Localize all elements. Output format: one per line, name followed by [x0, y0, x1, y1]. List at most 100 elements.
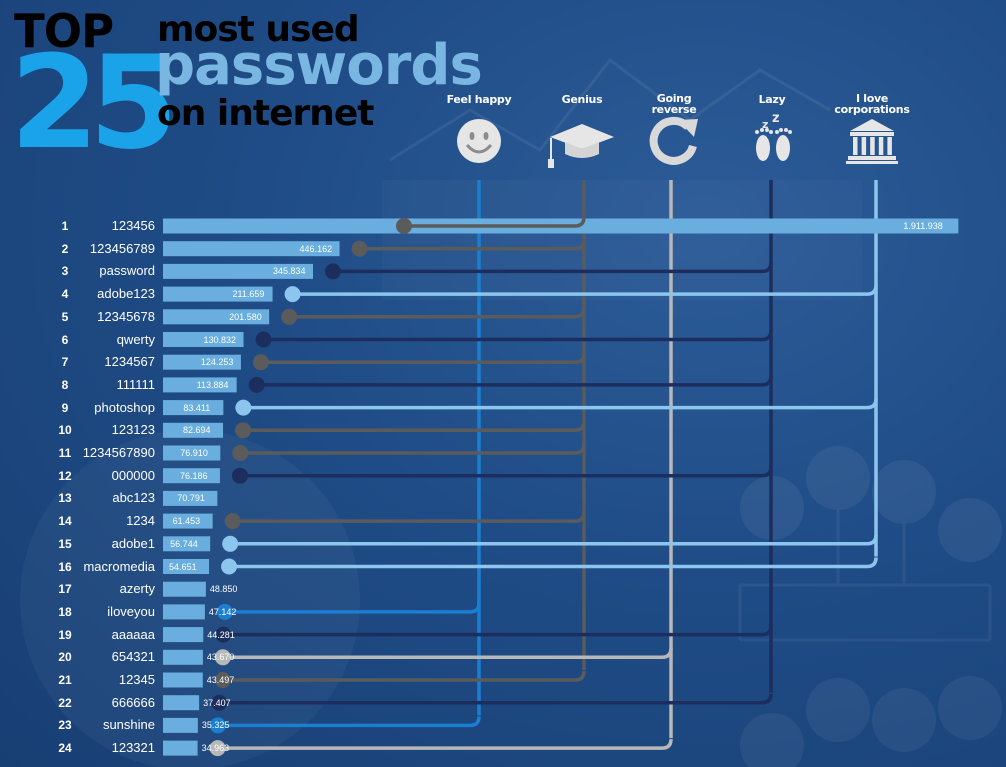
connector-line: [224, 602, 481, 614]
connector-line: [243, 421, 586, 433]
connector-line: [263, 330, 773, 342]
connector-dot: [351, 240, 368, 257]
connector-line: [223, 625, 773, 637]
rank-number: 18: [58, 604, 72, 619]
bars: [163, 218, 959, 756]
corporate-building-icon: [846, 119, 898, 164]
rank-number: 16: [58, 559, 72, 574]
title-number: 25: [10, 29, 178, 178]
rank-number: 23: [58, 718, 72, 733]
connector-dot: [284, 286, 301, 303]
password-label: 1234567: [104, 354, 155, 370]
category-label-genius: Genius: [522, 94, 642, 105]
rank-number: 10: [58, 423, 72, 438]
bar: [163, 581, 206, 597]
connector-line: [289, 307, 586, 319]
connectors: [209, 216, 878, 757]
rank-number: 4: [61, 287, 69, 302]
password-label: 666666: [111, 694, 155, 710]
connector-line: [404, 216, 586, 228]
zzz-mark: z: [762, 118, 768, 131]
rank-number: 22: [58, 695, 72, 710]
category-label-i-love-corporations: I love corporations: [812, 93, 932, 115]
password-label: 1234567890: [82, 445, 155, 460]
connector-dot: [281, 308, 298, 325]
value-label: 76.186: [179, 470, 208, 481]
password-label: abc123: [112, 490, 155, 506]
value-label: 76.910: [180, 448, 208, 458]
connector-dot: [235, 399, 252, 416]
rank-number: 1: [61, 219, 69, 233]
connector-dot: [222, 535, 239, 552]
bar: [163, 604, 205, 620]
bar: [163, 717, 198, 733]
connector-line: [359, 239, 586, 251]
password-label: macromedia: [83, 558, 155, 574]
value-label: 201.580: [229, 311, 262, 322]
connector-line: [230, 534, 878, 546]
connector-line: [222, 670, 586, 682]
rank-number: 9: [61, 400, 69, 415]
connector-line: [333, 262, 773, 274]
password-label: aaaaaa: [111, 626, 155, 642]
bar: [163, 740, 198, 756]
value-label: 130.832: [203, 334, 237, 345]
rank-number: 19: [58, 627, 72, 642]
connector-dot: [221, 558, 238, 575]
password-label: 123123: [111, 422, 155, 438]
password-label: 123456: [111, 218, 155, 233]
rank-number: 5: [61, 309, 69, 324]
title-line-3: on internet: [157, 93, 374, 134]
value-label: 446.162: [299, 243, 333, 254]
category-label-line: I love: [855, 92, 889, 105]
title-line-1: most used: [157, 9, 360, 50]
connector-line: [256, 375, 773, 387]
rank-number: 24: [58, 741, 72, 756]
connector-line: [239, 466, 773, 478]
reverse-arrow-icon: [649, 116, 698, 165]
title-line-2: passwords: [155, 33, 483, 98]
value-label: 43.497: [206, 675, 235, 685]
password-label: 000000: [111, 467, 155, 483]
connector-line: [222, 648, 673, 660]
value-label: 211.659: [232, 289, 265, 300]
category-label-going-reverse: Going reverse: [614, 93, 734, 115]
value-label: 56.744: [170, 538, 198, 549]
category-label-line: Going: [656, 92, 692, 105]
connector-line: [260, 353, 586, 364]
rank-number: 6: [61, 332, 69, 347]
value-label: 37.407: [203, 697, 231, 708]
bar: [163, 627, 204, 643]
value-label: 54.651: [169, 561, 197, 572]
password-label: iloveyou: [107, 603, 155, 619]
connector-dot: [252, 354, 269, 371]
value-label: 35.325: [201, 720, 230, 731]
category-label-line: reverse: [651, 103, 697, 116]
password-label: adobe123: [97, 286, 155, 302]
rank-number: 11: [58, 446, 72, 460]
rank-number: 8: [61, 377, 69, 392]
rank-number: 3: [61, 264, 69, 279]
password-label: 1234: [126, 513, 155, 529]
value-label: 124.253: [200, 357, 234, 368]
category-label-line: Feel happy: [446, 93, 512, 106]
rank-number: 20: [58, 650, 72, 665]
value-label: 48.850: [209, 584, 238, 595]
connector-dot: [248, 376, 265, 393]
value-label: 61.453: [172, 516, 201, 527]
connector-line: [219, 693, 773, 705]
password-label: 12345: [118, 672, 155, 687]
password-label: 111111: [116, 376, 155, 392]
rank-number: 12: [58, 468, 72, 483]
value-label: 70.791: [177, 493, 205, 504]
connector-line: [229, 557, 878, 569]
connector-dot: [255, 331, 272, 348]
title-top: TOP: [14, 4, 114, 58]
rank-number: 7: [61, 355, 69, 370]
zzz-mark: z: [772, 111, 780, 126]
value-label: 113.884: [196, 379, 229, 390]
rank-number: 13: [58, 491, 72, 506]
connector-line: [217, 739, 673, 750]
